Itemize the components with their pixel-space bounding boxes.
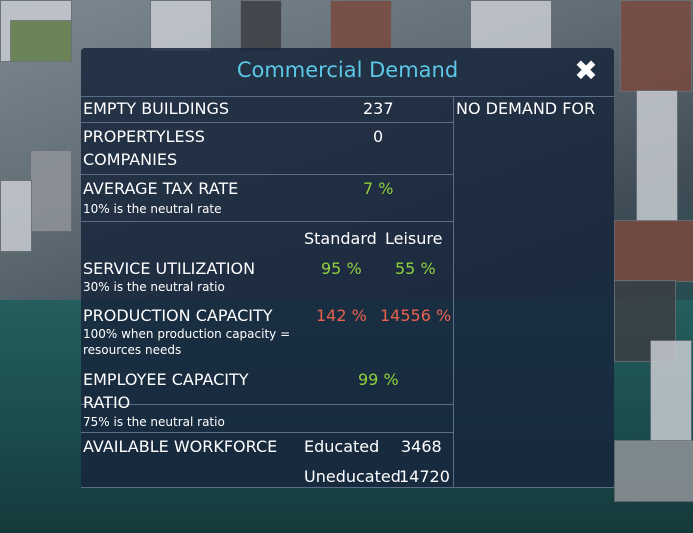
dialog-content: EMPTY BUILDINGS 237 PROPERTYLESS COMPANI… [81, 96, 614, 488]
commercial-demand-dialog: Commercial Demand ✖ EMPTY BUILDINGS 237 … [81, 48, 614, 488]
empty-buildings-row: EMPTY BUILDINGS 237 [81, 97, 453, 123]
workforce-divider [81, 432, 453, 433]
average-tax-value: 7 % [363, 179, 394, 198]
employee-capacity-label-line1: EMPLOYEE CAPACITY [83, 370, 249, 389]
no-demand-header: NO DEMAND FOR [456, 99, 596, 118]
employee-capacity-sub: 75% is the neutral ratio [83, 415, 225, 429]
propertyless-companies-row: PROPERTYLESS COMPANIES 0 [81, 123, 453, 175]
average-tax-row: AVERAGE TAX RATE 10% is the neutral rate… [81, 175, 453, 222]
workforce-educated-value: 3468 [401, 437, 442, 456]
service-utilization-sub: 30% is the neutral ratio [83, 280, 225, 294]
workforce-uneducated-label: Uneducated [304, 467, 401, 486]
workforce-label: AVAILABLE WORKFORCE [83, 437, 278, 456]
utilization-block: Standard Leisure SERVICE UTILIZATION 30%… [81, 222, 453, 405]
employee-capacity-value: 99 % [358, 370, 399, 389]
workforce-educated-label: Educated [304, 437, 380, 456]
production-capacity-label: PRODUCTION CAPACITY [83, 306, 273, 325]
workforce-uneducated-value: 14720 [399, 467, 450, 486]
average-tax-sub: 10% is the neutral rate [83, 202, 222, 216]
close-icon[interactable]: ✖ [574, 54, 598, 87]
production-capacity-sub-line2: resources needs [83, 343, 182, 357]
dialog-titlebar: Commercial Demand ✖ [81, 48, 614, 96]
service-utilization-label: SERVICE UTILIZATION [83, 259, 256, 278]
propertyless-label-line2: COMPANIES [83, 150, 178, 169]
empty-buildings-value: 237 [363, 99, 394, 118]
stats-column: EMPTY BUILDINGS 237 PROPERTYLESS COMPANI… [81, 97, 454, 487]
leisure-column-header: Leisure [385, 229, 443, 248]
standard-column-header: Standard [304, 229, 377, 248]
dialog-title: Commercial Demand [236, 58, 459, 82]
no-demand-panel: NO DEMAND FOR [454, 97, 614, 487]
empty-buildings-label: EMPTY BUILDINGS [83, 99, 230, 118]
propertyless-value: 0 [373, 127, 384, 146]
production-capacity-sub-line1: 100% when production capacity = [83, 327, 291, 341]
propertyless-label-line1: PROPERTYLESS [83, 127, 205, 146]
employee-capacity-label-line2: RATIO [83, 393, 131, 412]
production-capacity-leisure: 14556 % [380, 306, 452, 325]
service-utilization-standard: 95 % [321, 259, 362, 278]
service-utilization-leisure: 55 % [395, 259, 436, 278]
average-tax-label: AVERAGE TAX RATE [83, 179, 239, 198]
production-capacity-standard: 142 % [316, 306, 367, 325]
